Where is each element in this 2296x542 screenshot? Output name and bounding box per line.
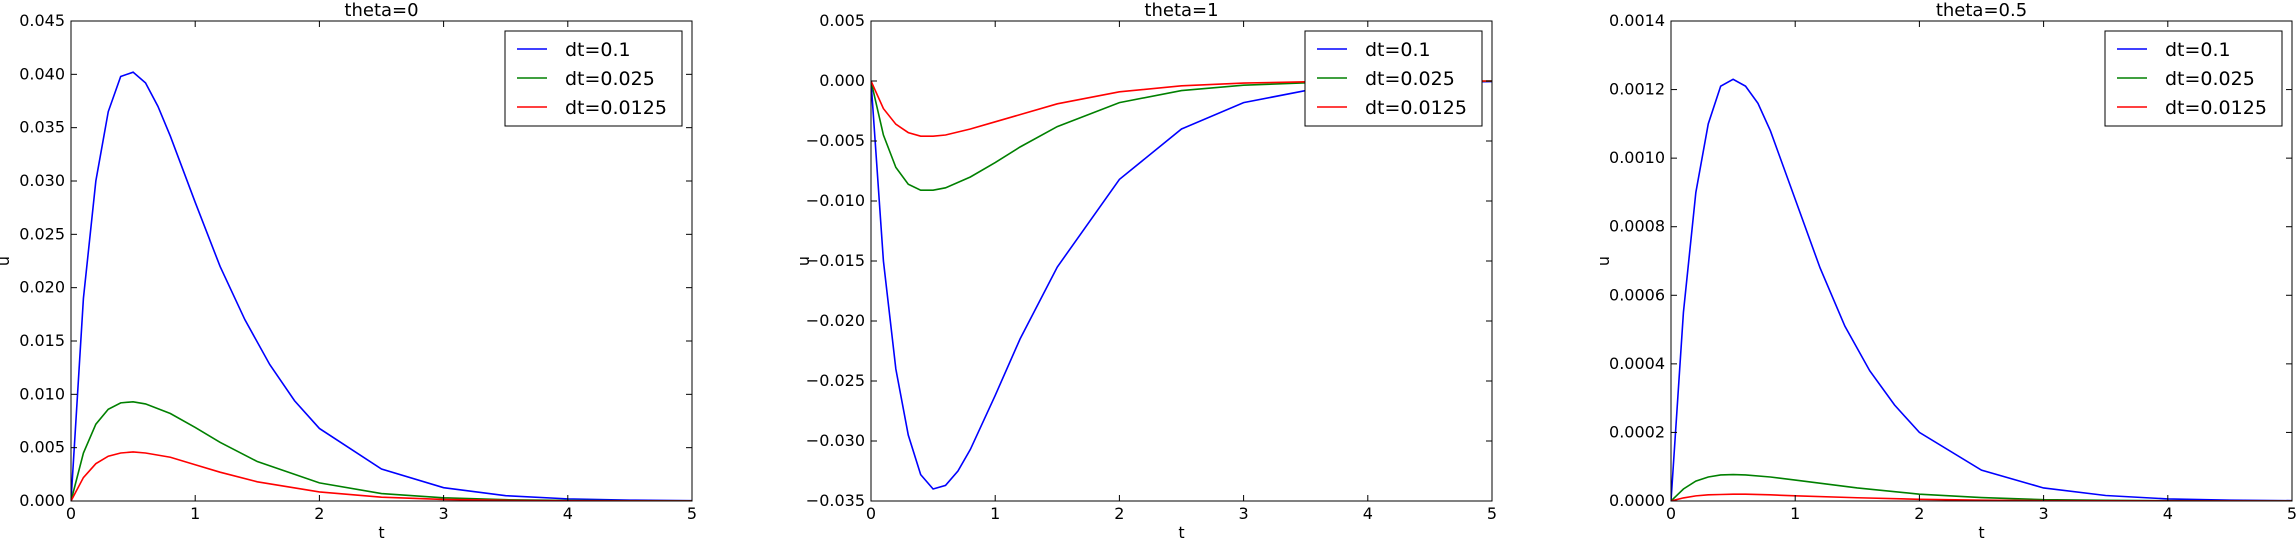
x-tick-label: 3 [1239,504,1249,523]
y-tick-label: 0.045 [19,11,65,30]
x-tick-label: 3 [439,504,449,523]
y-tick-label: 0.015 [19,331,65,350]
series-line-dt=0.025 [1671,473,2292,501]
y-tick-label: 0.040 [19,64,65,83]
y-axis-label: u [1594,256,1613,266]
y-tick-label: 0.030 [19,171,65,190]
x-tick-label: 3 [2039,504,2049,523]
x-axis-label: t [378,523,384,542]
x-tick-label: 4 [563,504,573,523]
y-tick-label: 0.0012 [1609,80,1665,99]
y-tick-label: −0.005 [806,131,865,150]
y-tick-label: 0.0010 [1609,148,1665,167]
legend-label: dt=0.0125 [2165,97,2267,119]
legend-label: dt=0.0125 [1365,97,1467,119]
series-line-dt=0.1 [1671,78,2292,501]
legend-label: dt=0.025 [565,68,655,90]
y-tick-label: 0.020 [19,278,65,297]
x-tick-label: 1 [1790,504,1800,523]
plot-frame [70,20,693,502]
y-tick-label: 0.0008 [1609,217,1665,236]
series-line-dt=0.1 [71,71,692,501]
x-tick-label: 0 [66,504,76,523]
plot-frame [1670,20,2293,502]
y-tick-label: 0.0014 [1609,11,1665,30]
legend-label: dt=0.1 [565,39,631,61]
y-tick-label: −0.025 [806,371,865,390]
x-tick-label: 0 [866,504,876,523]
chart-title: theta=0 [344,0,418,21]
x-tick-label: 2 [1114,504,1124,523]
series-line-dt=0.0125 [71,451,692,501]
y-tick-label: −0.015 [806,251,865,270]
y-tick-label: −0.030 [806,431,865,450]
chart-panel-1: theta=0 0 1 2 3 4 5 0.000 0.005 0.010 0.015 0.020 0.… [0,0,697,542]
chart-panel-2: theta=1 0 1 2 3 4 5 −0.035 −0.030 −0.025 −0.020 −0.… [794,0,1497,542]
series-line-dt=0.025 [71,400,692,501]
x-axis-label: t [1978,523,1984,542]
legend: dt=0.1 dt=0.025 dt=0.0125 [2104,30,2283,127]
y-tick-label: 0.005 [19,438,65,457]
chart-panel-3: theta=0.5 0 1 2 3 4 5 0.0000 0.0002 0.0004 0.0006 0… [1594,0,2296,542]
y-axis-label: u [794,256,813,266]
x-tick-label: 2 [1914,504,1924,523]
x-tick-label: 5 [687,504,697,523]
legend-label: dt=0.025 [1365,68,1455,90]
x-tick-label: 5 [2287,504,2296,523]
legend-label: dt=0.0125 [565,97,667,119]
x-tick-label: 1 [990,504,1000,523]
y-tick-label: 0.035 [19,118,65,137]
x-tick-label: 5 [1487,504,1497,523]
y-tick-label: 0.000 [19,491,65,510]
y-tick-label: −0.020 [806,311,865,330]
x-tick-label: 2 [314,504,324,523]
chart-title: theta=0.5 [1936,0,2027,21]
chart-title: theta=1 [1144,0,1218,21]
y-tick-label: 0.025 [19,224,65,243]
series-line-dt=0.1 [871,80,1492,490]
y-tick-label: 0.0000 [1609,491,1665,510]
x-tick-label: 4 [1363,504,1373,523]
y-tick-label: 0.000 [819,71,865,90]
legend: dt=0.1 dt=0.025 dt=0.0125 [504,30,683,127]
y-tick-label: 0.0004 [1609,354,1665,373]
y-axis-label: u [0,256,13,266]
legend: dt=0.1 dt=0.025 dt=0.0125 [1304,30,1483,127]
x-tick-label: 1 [190,504,200,523]
y-tick-label: 0.005 [819,11,865,30]
y-tick-label: 0.0002 [1609,422,1665,441]
x-tick-label: 0 [1666,504,1676,523]
y-tick-label: −0.035 [806,491,865,510]
legend-label: dt=0.1 [1365,39,1431,61]
x-axis-label: t [1178,523,1184,542]
x-tick-label: 4 [2163,504,2173,523]
legend-label: dt=0.025 [2165,68,2255,90]
legend-label: dt=0.1 [2165,39,2231,61]
y-tick-label: 0.0006 [1609,285,1665,304]
y-tick-label: −0.010 [806,191,865,210]
y-tick-label: 0.010 [19,384,65,403]
